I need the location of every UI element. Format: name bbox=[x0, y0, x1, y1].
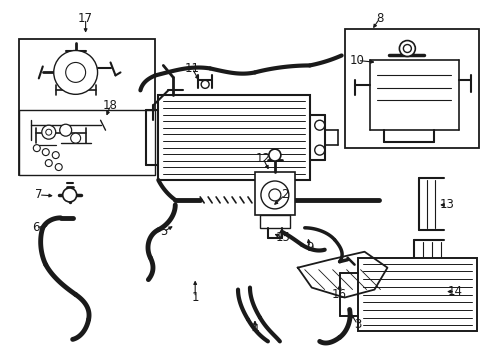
Circle shape bbox=[41, 125, 56, 139]
Bar bbox=[344, 28, 478, 148]
Text: 13: 13 bbox=[439, 198, 454, 211]
Bar bbox=[19, 39, 155, 175]
Bar bbox=[357, 258, 476, 332]
Bar bbox=[254, 172, 294, 215]
Circle shape bbox=[45, 159, 52, 167]
Circle shape bbox=[42, 149, 49, 156]
Text: 8: 8 bbox=[375, 12, 383, 25]
Circle shape bbox=[33, 145, 40, 152]
Circle shape bbox=[55, 163, 62, 171]
Circle shape bbox=[62, 188, 77, 202]
Text: 14: 14 bbox=[447, 285, 462, 298]
Text: 1: 1 bbox=[191, 291, 199, 304]
Text: 5: 5 bbox=[159, 225, 167, 238]
Bar bbox=[19, 110, 155, 175]
Circle shape bbox=[46, 129, 52, 135]
Circle shape bbox=[52, 152, 59, 159]
Circle shape bbox=[261, 181, 288, 209]
Circle shape bbox=[268, 149, 280, 161]
Text: 9: 9 bbox=[305, 241, 313, 254]
Circle shape bbox=[201, 80, 209, 88]
Circle shape bbox=[71, 133, 81, 143]
Text: 11: 11 bbox=[184, 62, 199, 75]
Bar bbox=[260, 215, 289, 228]
Circle shape bbox=[268, 189, 280, 201]
Text: 15: 15 bbox=[275, 231, 290, 244]
Circle shape bbox=[314, 120, 324, 130]
Text: 3: 3 bbox=[353, 318, 361, 331]
Text: 2: 2 bbox=[281, 188, 288, 202]
Circle shape bbox=[399, 41, 414, 57]
Text: 17: 17 bbox=[78, 12, 93, 25]
Text: 10: 10 bbox=[349, 54, 364, 67]
Text: 6: 6 bbox=[32, 221, 40, 234]
Circle shape bbox=[314, 145, 324, 155]
Circle shape bbox=[54, 50, 98, 94]
Circle shape bbox=[60, 124, 72, 136]
Text: 12: 12 bbox=[255, 152, 270, 165]
Bar bbox=[158, 95, 309, 180]
Text: 7: 7 bbox=[35, 188, 42, 202]
Text: 16: 16 bbox=[331, 288, 346, 301]
Circle shape bbox=[65, 62, 85, 82]
Text: 18: 18 bbox=[103, 99, 118, 112]
Circle shape bbox=[403, 45, 410, 53]
Text: 4: 4 bbox=[251, 323, 258, 336]
